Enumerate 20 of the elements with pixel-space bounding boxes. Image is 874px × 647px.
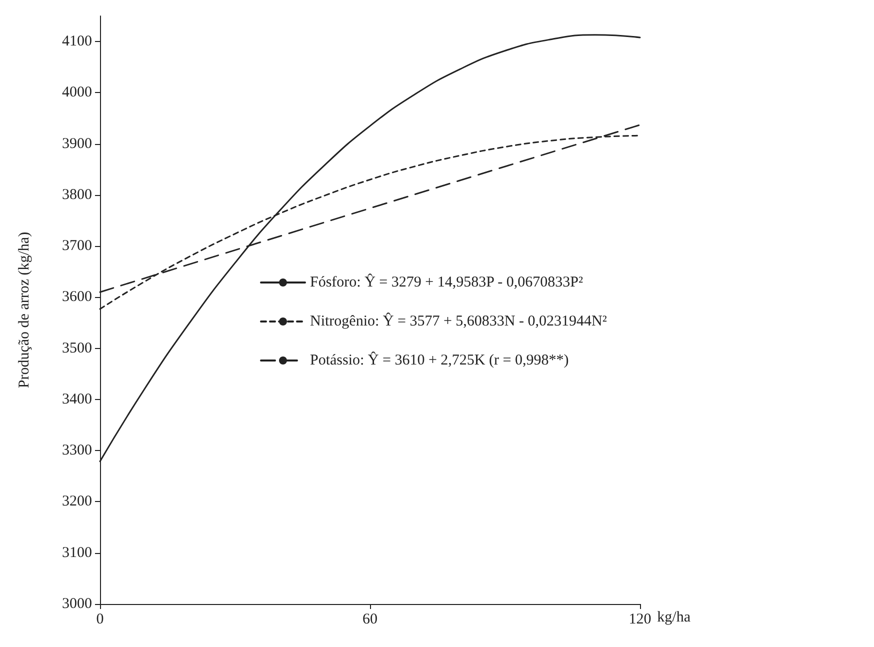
y-tick-label: 4100 [62, 34, 92, 50]
y-tick-label: 3700 [62, 238, 92, 254]
legend-label: Fósforo: Ŷ = 3279 + 14,9583P - 0,0670833P² [310, 274, 584, 290]
y-tick-label: 3600 [62, 289, 92, 306]
y-tick-label: 3900 [62, 136, 92, 152]
y-tick-label: 4000 [62, 84, 92, 101]
y-axis-title: Produção de arroz (kg/ha) [16, 232, 32, 388]
y-tick-label: 3200 [62, 494, 92, 510]
x-tick-label: 60 [362, 612, 378, 628]
y-tick-label: 3100 [62, 544, 92, 561]
y-tick-label: 3400 [62, 391, 92, 408]
legend-label: Nitrogênio: Ŷ = 3577 + 5,60833N - 0,0231944N² [310, 312, 608, 330]
x-tick-label: 120 [628, 612, 652, 628]
y-tick-label: 3000 [62, 596, 92, 612]
y-tick-label: 3300 [62, 442, 92, 459]
y-tick-label: 3500 [62, 340, 92, 356]
x-tick-label: 0 [96, 612, 104, 628]
x-axis-title: kg/ha [657, 610, 691, 626]
legend-label: Potássio: Ŷ = 3610 + 2,725K (r = 0,998**) [310, 352, 569, 368]
y-tick-label: 3800 [62, 186, 92, 203]
